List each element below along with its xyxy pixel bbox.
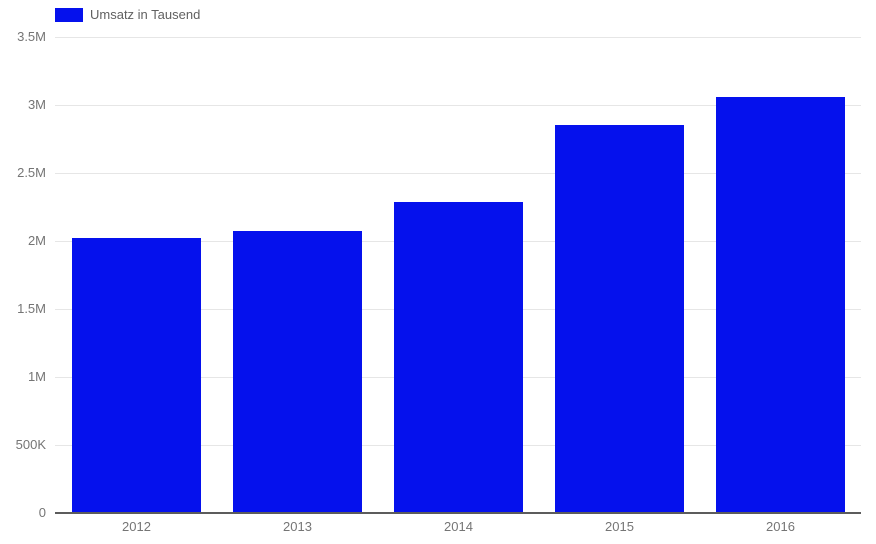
y-axis-label: 2.5M [17,165,46,180]
x-axis-label: 2015 [605,519,634,534]
bar-2014[interactable] [394,202,523,513]
y-axis-label: 1.5M [17,301,46,316]
y-axis-label: 0 [38,505,46,520]
y-axis-label: 3M [27,97,46,112]
bar-2012[interactable] [72,238,201,513]
legend-swatch [55,7,83,22]
legend-label: Umsatz in Tausend [90,7,201,22]
bar-2015[interactable] [555,125,684,513]
gridline [55,173,861,174]
y-axis-label: 500K [15,437,46,452]
bar-2016[interactable] [716,97,845,513]
x-axis-label: 2013 [283,519,312,534]
y-axis-label: 2M [27,233,46,248]
x-axis-label: 2012 [122,519,151,534]
y-axis-label: 1M [27,369,46,384]
gridline [55,37,861,38]
gridline [55,105,861,106]
x-axis-label: 2014 [444,519,473,534]
y-axis-label: 3.5M [17,29,46,44]
legend: Umsatz in Tausend [55,7,200,22]
bar-2013[interactable] [233,231,362,513]
x-axis-baseline [55,512,861,514]
x-axis-label: 2016 [766,519,795,534]
